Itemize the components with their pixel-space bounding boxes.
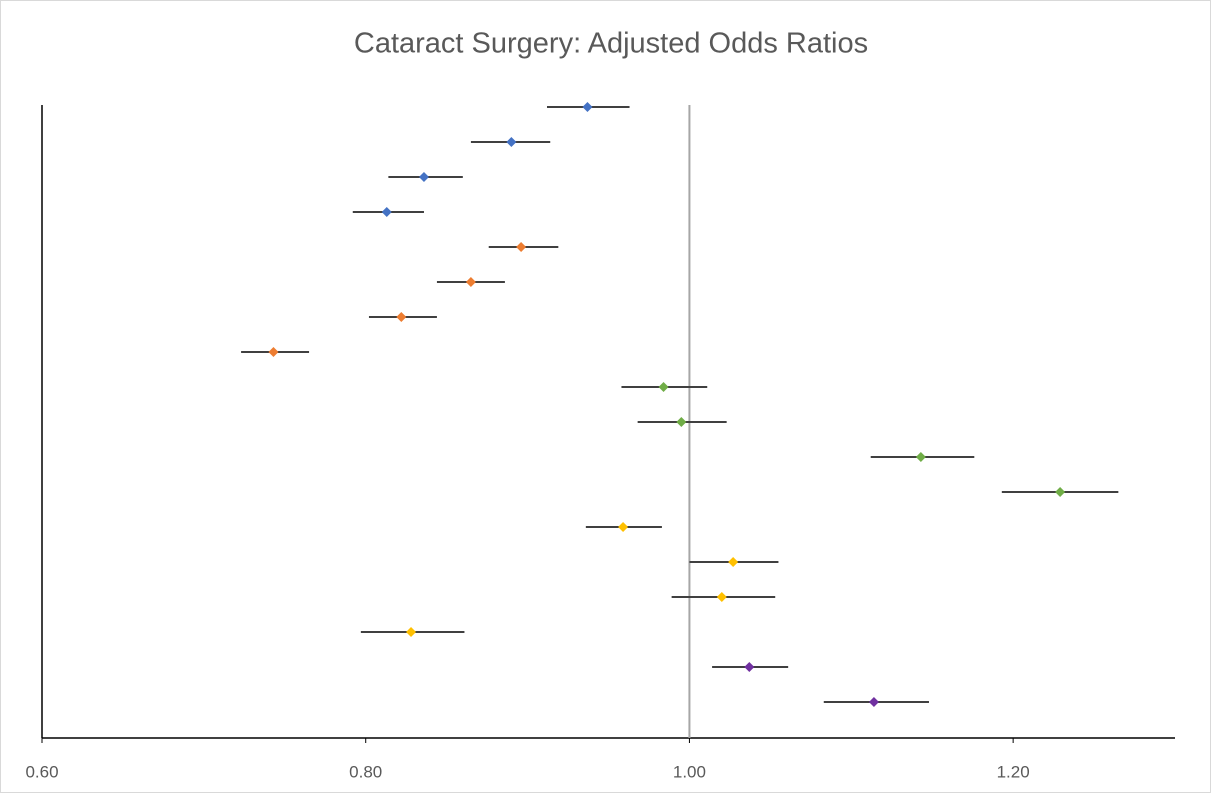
point — [506, 137, 517, 147]
point — [658, 382, 669, 392]
point — [406, 627, 417, 637]
point — [676, 417, 687, 427]
chart-title: Cataract Surgery: Adjusted Odds Ratios — [354, 28, 868, 60]
point — [516, 242, 527, 252]
point — [1055, 487, 1066, 497]
point — [381, 207, 392, 217]
point — [868, 697, 879, 707]
point — [268, 347, 279, 357]
point — [396, 312, 407, 322]
point — [915, 452, 926, 462]
point — [744, 662, 755, 672]
x-tick-label: 0.60 — [25, 762, 58, 781]
point — [728, 557, 739, 567]
x-tick-label: 1.20 — [997, 762, 1030, 781]
x-tick-label: 0.80 — [349, 762, 382, 781]
x-tick-label: 1.00 — [673, 762, 706, 781]
point — [465, 277, 476, 287]
point — [582, 102, 593, 112]
point — [716, 592, 727, 602]
point — [618, 522, 629, 532]
point — [418, 172, 429, 182]
